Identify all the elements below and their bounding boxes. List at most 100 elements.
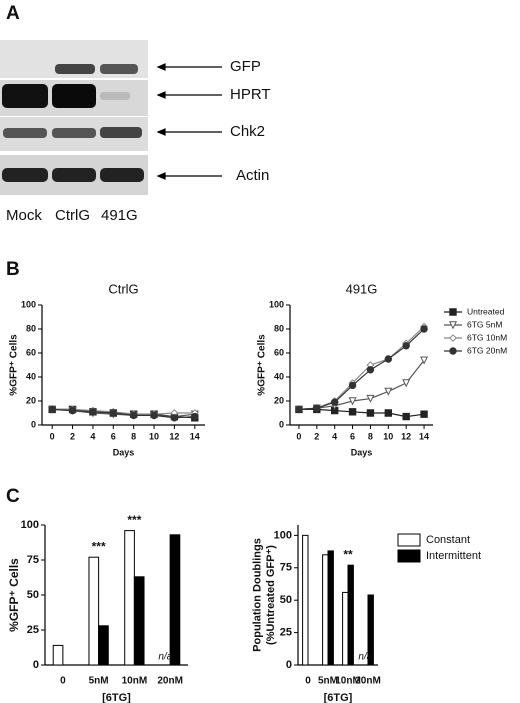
marker <box>420 325 428 333</box>
bar <box>133 576 145 666</box>
annotation: ** <box>343 547 353 561</box>
x-tick-label: 20nM <box>355 676 381 687</box>
marker <box>313 404 321 412</box>
legend-label: Untreated <box>467 306 505 316</box>
x-tick-label: 0 <box>60 676 66 687</box>
x-axis-label: [6TG] <box>102 692 131 703</box>
y-tick-label: 60 <box>26 347 36 357</box>
panel-label: A <box>6 3 20 24</box>
bar <box>98 625 109 666</box>
marker <box>348 397 357 406</box>
bar <box>88 556 100 666</box>
marker <box>449 334 457 342</box>
x-tick-label: 12 <box>169 431 179 441</box>
marker <box>420 356 429 365</box>
marker <box>48 405 56 414</box>
y-tick-label: 40 <box>26 371 36 381</box>
legend-label: Constant <box>426 534 470 546</box>
blot-image <box>0 40 148 195</box>
y-tick-label: 100 <box>274 529 292 541</box>
marker <box>449 308 457 316</box>
band-label: HPRT <box>230 86 271 103</box>
x-tick-label: 6 <box>111 431 116 441</box>
lane-label: Mock <box>6 207 42 224</box>
marker <box>384 387 393 396</box>
bar <box>347 564 354 666</box>
chart-title: 491G <box>346 281 378 296</box>
bar <box>342 591 349 666</box>
x-tick-label: 20nM <box>157 676 183 687</box>
band-label: GFP <box>230 58 261 75</box>
bar <box>322 554 329 666</box>
marker <box>129 411 138 420</box>
marker <box>366 409 375 417</box>
y-tick-label: 100 <box>21 519 39 531</box>
y-tick-label: 20 <box>26 395 36 405</box>
x-tick-label: 10nM <box>335 676 361 687</box>
y-tick-label: 100 <box>21 299 36 309</box>
band-label: Actin <box>236 167 269 184</box>
y-tick-label: 25 <box>27 624 39 636</box>
x-tick-label: 0 <box>50 431 55 441</box>
bar <box>302 534 309 666</box>
x-tick-label: 14 <box>190 431 200 441</box>
series-line <box>298 326 425 410</box>
band-label: Chk2 <box>230 123 265 140</box>
y-axis-label-line: (%Untreated GFP⁺) <box>265 545 277 645</box>
x-tick-label: 6 <box>350 431 355 441</box>
x-tick-label: 0 <box>305 676 311 687</box>
legend-label: 6TG 20nM <box>467 345 507 355</box>
marker <box>449 347 457 355</box>
marker <box>68 406 77 415</box>
x-tick-label: 4 <box>332 431 337 441</box>
x-tick-label: 10 <box>149 431 159 441</box>
marker <box>448 321 458 330</box>
legend-label: 6TG 10nM <box>467 332 507 342</box>
x-axis-label: Days <box>113 447 135 457</box>
y-tick-label: 0 <box>279 419 284 429</box>
lane-label: CtrlG <box>55 207 90 224</box>
marker <box>330 398 339 406</box>
legend-swatch <box>397 533 421 547</box>
y-axis-label: %GFP⁺ Cells <box>9 334 20 396</box>
marker <box>295 405 303 414</box>
y-axis-label-line: Population Doublings <box>251 538 263 652</box>
y-tick-label: 25 <box>280 626 292 638</box>
legend-label: Intermittent <box>426 550 481 562</box>
marker <box>109 409 118 417</box>
x-tick-label: 0 <box>296 431 301 441</box>
x-tick-label: 12 <box>401 431 411 441</box>
annotation: *** <box>127 513 141 527</box>
x-tick-label: 14 <box>419 431 429 441</box>
marker <box>89 408 97 416</box>
bar <box>367 594 374 666</box>
blot-arrows <box>156 63 222 180</box>
x-tick-label: 5nM <box>318 676 338 687</box>
legend-swatch <box>397 549 421 563</box>
x-axis-label: Days <box>351 447 373 457</box>
bar <box>327 550 334 666</box>
y-tick-label: 75 <box>27 554 39 566</box>
bar <box>124 530 135 666</box>
y-axis-label: %GFP⁺ Cells <box>257 334 268 396</box>
marker <box>384 355 393 363</box>
y-tick-label: 0 <box>31 419 36 429</box>
y-axis-label: Population Doublings (%Untreated GFP⁺) <box>251 538 277 652</box>
x-tick-label: 10nM <box>122 676 148 687</box>
annotation: *** <box>92 539 106 553</box>
y-tick-label: 0 <box>286 659 292 671</box>
y-axis-label: %GFP⁺ Cells <box>7 558 21 632</box>
marker <box>402 379 411 388</box>
x-axis-label: [6TG] <box>324 692 353 703</box>
panel-label: C <box>6 486 20 507</box>
chart-title: CtrlG <box>108 281 138 296</box>
annotation: n/a <box>358 652 372 663</box>
y-tick-label: 80 <box>274 323 284 333</box>
marker <box>402 342 410 350</box>
y-tick-label: 100 <box>269 299 284 309</box>
marker <box>348 408 357 416</box>
y-tick-label: 75 <box>280 562 292 574</box>
y-tick-label: 40 <box>274 371 284 381</box>
x-tick-label: 4 <box>90 431 95 441</box>
